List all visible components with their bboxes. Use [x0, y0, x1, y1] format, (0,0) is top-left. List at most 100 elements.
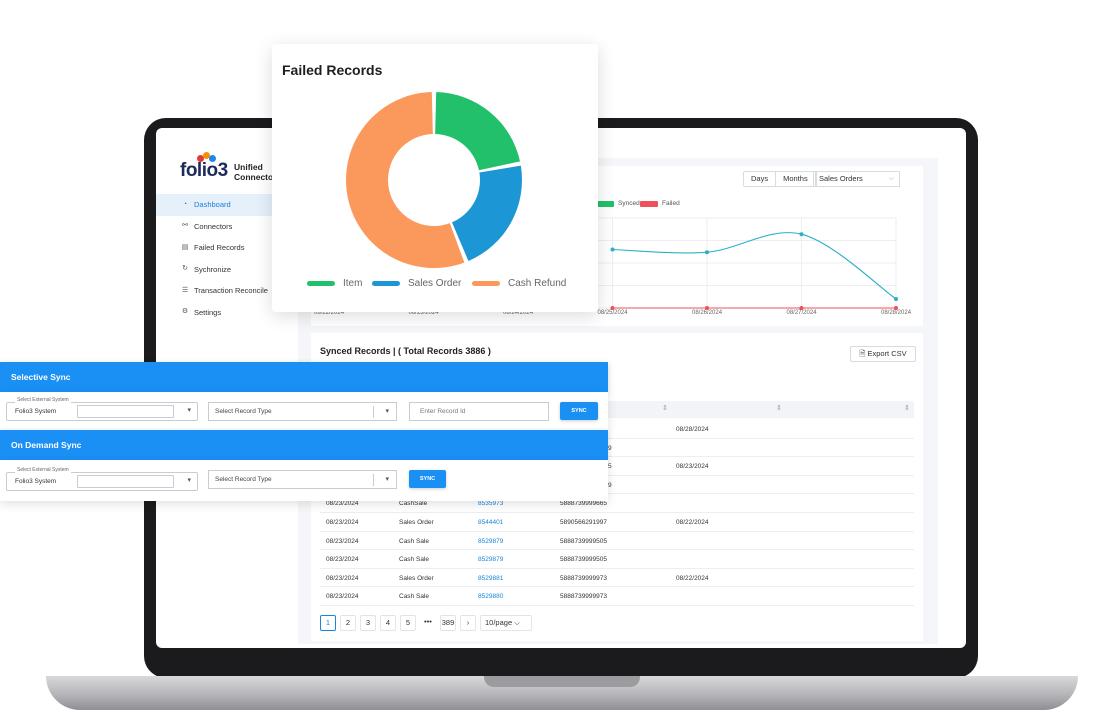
- legend-label: Sales Order: [408, 278, 462, 289]
- legend-swatch-synced: [596, 200, 614, 207]
- page-button-389[interactable]: 389: [440, 615, 456, 631]
- cell-reference: 5888739999665: [560, 500, 607, 508]
- donut-slice-item[interactable]: [435, 92, 521, 171]
- legend-label: Cash Refund: [508, 278, 567, 289]
- on-demand-sync-panel: Select External System Folio3 System ▾ S…: [0, 460, 608, 501]
- cell-record-id[interactable]: 8529879: [478, 537, 504, 545]
- table-row[interactable]: 9: [320, 439, 914, 458]
- donut-slice-cash-refund[interactable]: [346, 92, 465, 268]
- sort-icon[interactable]: ⇕: [662, 405, 668, 412]
- data-point-failed[interactable]: [705, 306, 709, 310]
- selective-external-system-select[interactable]: Select External System Folio3 System ▾: [6, 397, 198, 421]
- selective-sync-button[interactable]: SYNC: [560, 402, 598, 420]
- x-tick-label: 08/27/2024: [786, 310, 817, 316]
- page-button-1[interactable]: 1: [320, 615, 336, 631]
- next-page-button[interactable]: ›: [460, 615, 476, 631]
- page-button-3[interactable]: 3: [360, 615, 376, 631]
- months-toggle[interactable]: Months: [776, 172, 816, 186]
- table-row[interactable]: 5 08/23/2024: [320, 457, 914, 476]
- cell-record-id[interactable]: 8529880: [478, 593, 504, 601]
- cell-record-id[interactable]: 8535973: [478, 500, 504, 508]
- table-row[interactable]: 08/23/2024 Sales Order 8544401 589056629199…: [320, 513, 914, 532]
- legend-item-cash-refund[interactable]: Cash Refund: [472, 278, 566, 289]
- sidebar-item-label: Dashboard: [194, 200, 231, 210]
- on-demand-external-system-select[interactable]: Select External System Folio3 System ▾: [6, 467, 198, 491]
- export-icon: 🗎: [859, 349, 868, 358]
- sidebar-item-settings[interactable]: ⚙ Settings: [156, 302, 296, 324]
- days-toggle[interactable]: Days: [744, 172, 777, 186]
- table-row[interactable]: 08/23/2024 CashSale 8535973 5888739999665: [320, 494, 914, 513]
- system-inner-box: [77, 475, 174, 488]
- cell-date: 08/23/2024: [326, 519, 359, 526]
- x-tick-label: 08/26/2024: [692, 310, 723, 316]
- page-button-4[interactable]: 4: [380, 615, 396, 631]
- sort-icon[interactable]: ⇕: [904, 405, 910, 412]
- synced-records-title: Synced Records | ( Total Records 3886 ): [320, 346, 491, 356]
- records-icon: ▤: [181, 243, 189, 251]
- selective-record-type-select[interactable]: Select Record Type ▾: [208, 402, 397, 421]
- legend-item-sales-order[interactable]: Sales Order: [372, 278, 461, 289]
- sidebar-item-synchronize[interactable]: ↻ Sychronize: [156, 259, 296, 281]
- cell-record-id[interactable]: 8544401: [478, 519, 504, 526]
- sidebar-item-dashboard[interactable]: ◔ Dashboard: [156, 194, 296, 216]
- field-value: Folio3 System: [15, 478, 57, 485]
- data-point-synced[interactable]: [799, 232, 804, 237]
- data-point-synced[interactable]: [705, 250, 709, 255]
- cell-reference: 5888739999505: [560, 556, 607, 564]
- legend-item-item[interactable]: Item: [307, 278, 362, 289]
- period-toggle: Days Months: [743, 171, 817, 187]
- sidebar-item-connectors[interactable]: ⚯ Connectors: [156, 216, 296, 238]
- legend-swatch-failed: [640, 200, 658, 207]
- page-button-5[interactable]: 5: [400, 615, 416, 631]
- logo: folio3: [180, 152, 228, 182]
- data-point-failed[interactable]: [799, 306, 804, 310]
- sort-icon[interactable]: ⇕: [776, 405, 782, 412]
- cell-date: 08/23/2024: [326, 500, 359, 508]
- logo-dots-icon: [197, 152, 219, 162]
- table-row[interactable]: 08/23/2024 Sales Order 8529881 588873999997…: [320, 569, 914, 588]
- export-csv-button[interactable]: 🗎 Export CSV: [850, 346, 916, 362]
- data-point-failed[interactable]: [894, 306, 898, 310]
- brand-name: Unified Connector: [234, 162, 294, 182]
- legend-label: Item: [343, 278, 363, 289]
- field-legend: Select External System: [15, 397, 71, 403]
- cell-record-id[interactable]: 8529881: [478, 574, 504, 582]
- failed-records-title: Failed Records: [282, 62, 383, 78]
- dropdown-separator: [373, 406, 374, 418]
- on-demand-record-type-select[interactable]: Select Record Type ▾: [208, 470, 397, 489]
- cell-record-id[interactable]: 8529879: [478, 556, 504, 564]
- brand-line-2: Connector: [234, 172, 277, 182]
- legend-swatch: [372, 281, 400, 286]
- record-id-input[interactable]: Enter Record Id: [409, 402, 549, 421]
- sidebar-item-transaction-reconcile[interactable]: ☰ Transaction Reconcile: [156, 280, 296, 302]
- table-row[interactable]: 08/23/2024 Cash Sale 8529879 5888739999505: [320, 532, 914, 551]
- dropdown-separator: [373, 474, 374, 486]
- donut-slice-sales-order[interactable]: [451, 165, 522, 261]
- pagination-ellipsis[interactable]: •••: [424, 617, 432, 626]
- page-button-2[interactable]: 2: [340, 615, 356, 631]
- cell-fragment: 9: [608, 481, 612, 489]
- cell-date: 08/22/2024: [676, 574, 709, 582]
- caret-down-icon: ▾: [187, 407, 191, 414]
- cell-date: 08/22/2024: [676, 519, 709, 526]
- gear-icon: ⚙: [181, 308, 189, 316]
- data-point-failed[interactable]: [610, 306, 615, 310]
- data-point-synced[interactable]: [610, 247, 615, 252]
- table-row[interactable]: 08/23/2024 Cash Sale 8529879 5888739999505: [320, 550, 914, 569]
- caret-down-icon: ▾: [385, 408, 389, 415]
- table-row[interactable]: 9: [320, 476, 914, 495]
- sidebar-item-label: Connectors: [194, 221, 233, 231]
- table-row[interactable]: 08/23/2024 Cash Sale 8529880 5888739999973: [320, 587, 914, 606]
- record-type-select[interactable]: Sales Orders ⌵: [813, 171, 900, 187]
- legend-label-synced: Synced: [618, 200, 640, 207]
- cell-reference: 5888739999505: [560, 537, 607, 545]
- page-size-select[interactable]: 10/page ⌵: [480, 615, 532, 631]
- cell-record-type: Cash Sale: [399, 556, 429, 564]
- on-demand-sync-button[interactable]: SYNC: [409, 470, 446, 488]
- table-row[interactable]: 08/28/2024: [320, 420, 914, 439]
- cell-reference: 5888739999973: [560, 574, 607, 582]
- sidebar-item-label: Settings: [194, 307, 222, 317]
- sidebar-item-failed-records[interactable]: ▤ Failed Records: [156, 237, 296, 259]
- data-point-synced[interactable]: [894, 297, 898, 301]
- cell-reference: 5890566291997: [560, 519, 607, 526]
